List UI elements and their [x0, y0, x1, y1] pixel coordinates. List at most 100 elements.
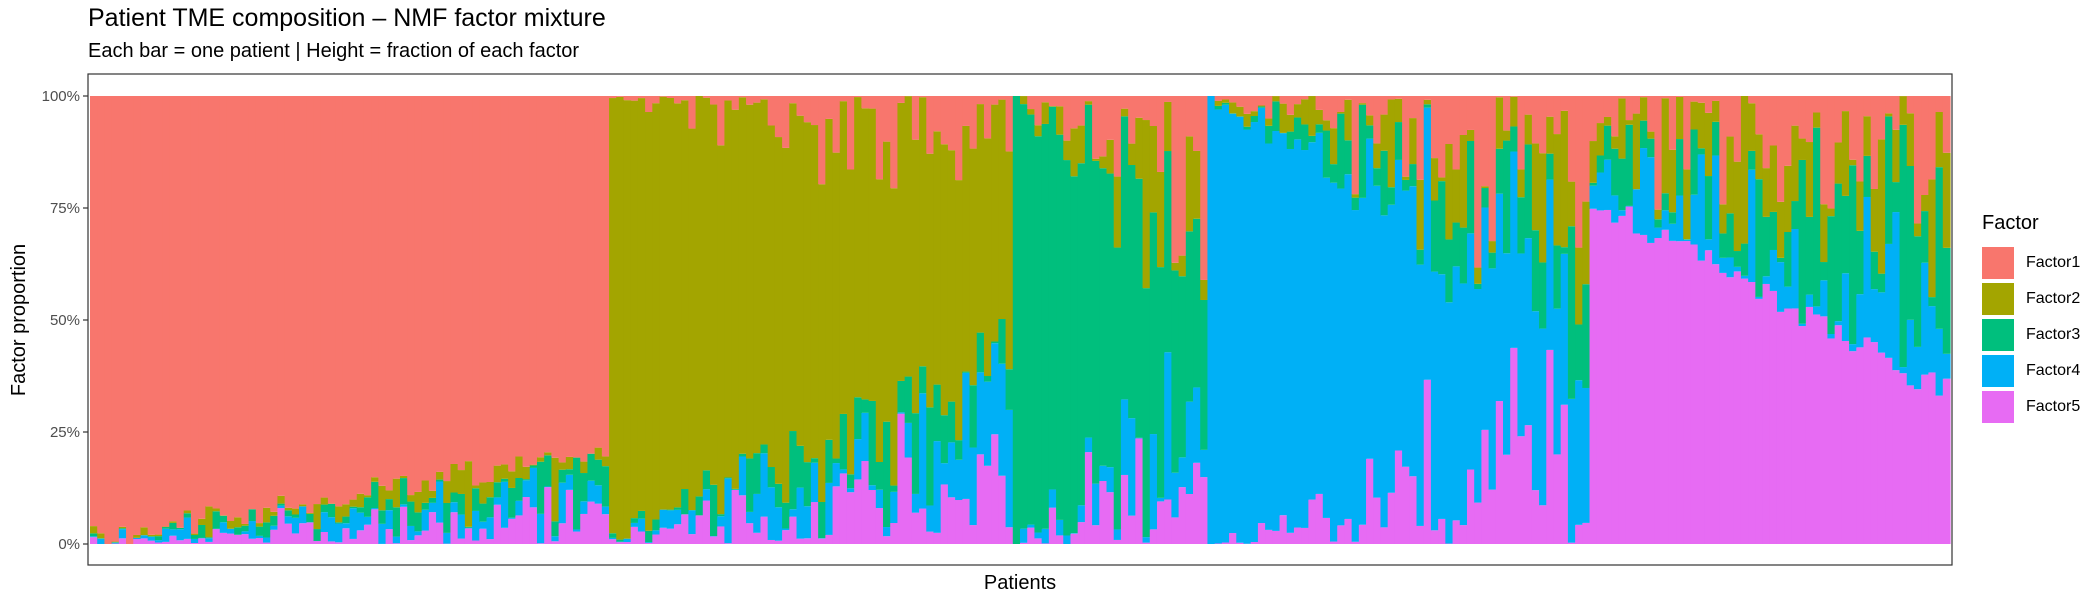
- bar-segment-factor3: [241, 525, 250, 532]
- bar-segment-factor5: [940, 484, 949, 544]
- bar-segment-factor5: [673, 524, 682, 544]
- bar-segment-factor3: [1034, 136, 1043, 533]
- bar-segment-factor5: [522, 497, 531, 544]
- bar-segment-factor1: [378, 96, 387, 486]
- bar-segment-factor2: [1596, 123, 1605, 156]
- bar-segment-factor3: [1935, 167, 1944, 329]
- bar-segment-factor3: [580, 473, 589, 502]
- bar-segment-factor1: [1293, 96, 1302, 105]
- bar-segment-factor1: [803, 96, 812, 123]
- bar-segment-factor3: [1409, 164, 1418, 187]
- bar-segment-factor4: [637, 518, 646, 532]
- bar-segment-factor3: [342, 516, 351, 524]
- bar-segment-factor5: [1892, 370, 1901, 544]
- bar-segment-factor5: [1351, 541, 1360, 544]
- bar-segment-factor2: [846, 169, 855, 475]
- bar-segment-factor4: [1394, 159, 1403, 451]
- bar-segment-factor5: [897, 413, 906, 544]
- bar-segment-factor5: [1906, 385, 1915, 544]
- bar-segment-factor1: [969, 96, 978, 149]
- bar-segment-factor4: [1142, 537, 1151, 543]
- bar-segment-factor3: [1265, 125, 1273, 144]
- bar-segment-factor1: [219, 96, 228, 516]
- bar-segment-factor3: [1683, 239, 1692, 240]
- bar-segment-factor4: [1748, 169, 1756, 282]
- bar-segment-factor3: [1041, 123, 1050, 529]
- bar-segment-factor4: [1402, 190, 1410, 467]
- bar-segment-factor3: [933, 384, 942, 442]
- bar-segment-factor3: [673, 507, 682, 510]
- bar-segment-factor3: [183, 513, 192, 518]
- bar-segment-factor4: [666, 510, 675, 529]
- bar-segment-factor4: [601, 506, 610, 515]
- bar-segment-factor2: [839, 101, 848, 414]
- bar-segment-factor1: [1582, 96, 1591, 202]
- bar-segment-factor2: [983, 138, 992, 376]
- bar-segment-factor2: [385, 490, 394, 500]
- bar-segment-factor2: [1899, 96, 1908, 125]
- bar-segment-factor2: [897, 102, 906, 381]
- legend-item-factor4: Factor4: [1982, 353, 2080, 389]
- bar-segment-factor3: [1402, 179, 1410, 191]
- bar-segment-factor2: [1784, 165, 1792, 232]
- bar-segment-factor3: [774, 483, 783, 508]
- bar-segment-factor5: [457, 538, 466, 544]
- bar-segment-factor5: [688, 534, 697, 544]
- bar-segment-factor2: [1106, 139, 1115, 174]
- bar-segment-factor4: [976, 372, 985, 455]
- bar-segment-factor1: [1827, 96, 1836, 209]
- bar-segment-factor2: [976, 104, 985, 333]
- bar-segment-factor1: [342, 96, 351, 505]
- bar-segment-factor2: [1690, 101, 1699, 130]
- bar-segment-factor4: [1503, 253, 1511, 455]
- bar-segment-factor1: [1200, 96, 1209, 280]
- bar-segment-factor2: [558, 462, 567, 470]
- bar-segment-factor1: [299, 96, 307, 505]
- bar-segment-factor3: [169, 522, 178, 530]
- bar-segment-factor2: [731, 109, 740, 489]
- bar-segment-factor2: [1337, 112, 1346, 114]
- bar-segment-factor5: [529, 507, 538, 544]
- bar-segment-factor1: [645, 96, 653, 113]
- bar-segment-factor2: [1676, 96, 1684, 140]
- bar-segment-factor1: [443, 96, 452, 482]
- bar-segment-factor4: [868, 485, 877, 491]
- bar-segment-factor2: [1466, 129, 1475, 141]
- bar-segment-factor2: [1200, 279, 1209, 300]
- bar-segment-factor3: [1430, 200, 1439, 272]
- bar-segment-factor1: [1495, 96, 1504, 98]
- bar-segment-factor1: [1063, 96, 1072, 141]
- bar-segment-factor3: [1099, 168, 1108, 466]
- bar-segment-factor5: [1647, 242, 1656, 544]
- bar-segment-factor5: [1358, 524, 1367, 544]
- bar-segment-factor5: [1603, 209, 1612, 544]
- bar-segment-factor4: [1034, 532, 1043, 539]
- bar-segment-factor5: [392, 543, 401, 544]
- bar-segment-factor2: [818, 184, 826, 502]
- bar-segment-factor4: [1366, 138, 1374, 459]
- bar-segment-factor3: [1589, 182, 1598, 186]
- bar-segment-factor5: [1171, 517, 1180, 544]
- bar-segment-factor3: [1481, 188, 1490, 208]
- bar-segment-factor5: [1611, 222, 1619, 544]
- bar-segment-factor4: [1762, 276, 1771, 284]
- bar-segment-factor2: [1776, 201, 1785, 258]
- bar-segment-factor3: [270, 515, 279, 526]
- legend-key-factor2: [1982, 283, 2014, 315]
- bar-segment-factor5: [832, 486, 841, 544]
- bar-segment-factor1: [1841, 96, 1850, 112]
- y-axis-label: Factor proportion: [8, 244, 30, 396]
- bar-segment-factor3: [1618, 158, 1627, 211]
- bar-segment-factor1: [457, 96, 466, 471]
- bar-segment-factor3: [1697, 148, 1706, 155]
- bar-segment-factor1: [90, 96, 98, 527]
- bar-segment-factor4: [1257, 107, 1266, 524]
- bar-segment-factor2: [1647, 131, 1656, 139]
- bar-segment-factor3: [1647, 138, 1656, 158]
- bar-segment-factor5: [1387, 492, 1396, 544]
- bar-segment-factor5: [169, 535, 178, 544]
- bar-segment-factor1: [1041, 96, 1050, 103]
- bar-segment-factor2: [1279, 103, 1288, 133]
- bar-segment-factor3: [652, 519, 661, 531]
- bar-segment-factor4: [1524, 238, 1533, 426]
